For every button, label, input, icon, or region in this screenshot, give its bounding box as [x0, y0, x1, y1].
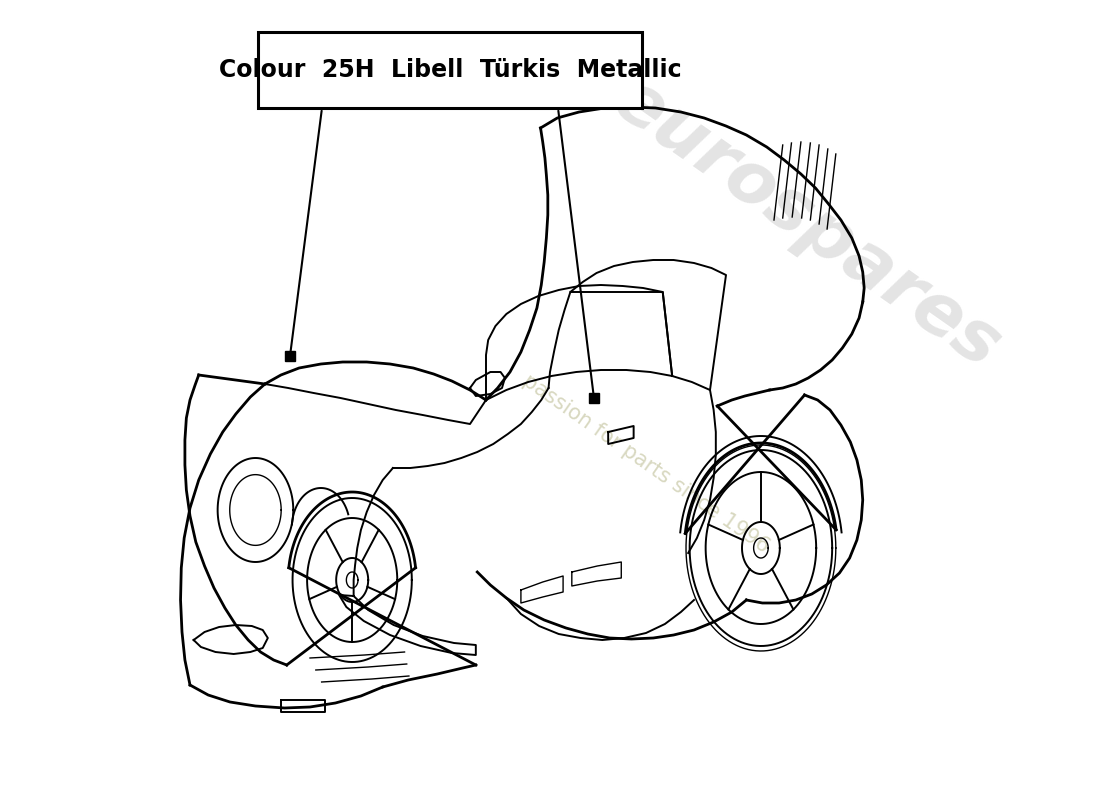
Text: passion for parts since 1996: passion for parts since 1996	[519, 371, 773, 557]
Bar	[258, 32, 642, 108]
Text: eurospares: eurospares	[600, 65, 1013, 383]
Text: Colour  25H  Libell  Türkis  Metallic: Colour 25H Libell Türkis Metallic	[219, 58, 681, 82]
